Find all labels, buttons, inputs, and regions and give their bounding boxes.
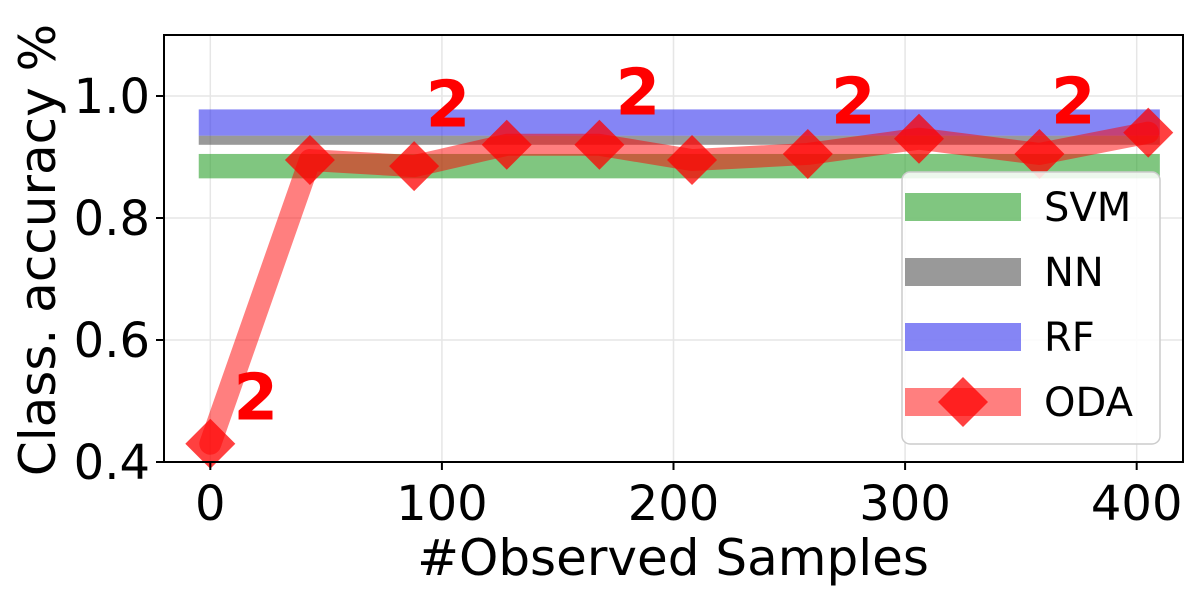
series-line-oda [199,121,1160,455]
series-point [1123,107,1174,158]
x-tick-label: 100 [396,476,488,532]
series-point [782,128,833,179]
x-tick-label: 400 [1091,476,1183,532]
series-point [574,119,625,170]
baseline-band-nn [198,135,1160,145]
annotation-label: 2 [616,56,661,130]
legend-label-svm: SVM [1044,185,1131,231]
series-point [667,135,718,186]
series-point [389,141,440,192]
legend-swatch-rf [905,323,1021,351]
series-point [185,418,236,469]
legend: SVM NN RF ODA [901,171,1161,445]
legend-label-oda: ODA [1044,380,1134,426]
y-tick-label: 0.4 [74,435,150,491]
x-tick-label: 0 [195,476,226,532]
legend-label-nn: NN [1044,250,1104,296]
annotation-label: 2 [1051,65,1096,139]
annotation-label: 2 [426,69,471,143]
legend-marker-oda [938,377,988,427]
y-tick-label: 1.0 [74,69,150,125]
oda-series [185,107,1174,469]
x-tick-label: 200 [628,476,720,532]
y-tick-label: 0.8 [74,191,150,247]
x-tick-label: 300 [859,476,951,532]
annotation-label: 2 [233,361,278,435]
series-point [893,113,944,164]
legend-swatch-nn [905,258,1021,286]
series-point [284,135,335,186]
y-axis-title: Class. accuracy % [9,24,67,476]
series-point [1014,128,1065,179]
legend-label-rf: RF [1044,315,1095,361]
legend-swatch-svm [905,193,1021,221]
annotations: 2 2 2 2 2 [233,56,1095,435]
series-point [481,119,532,170]
baseline-band-rf [198,109,1160,136]
x-axis-title: #Observed Samples [417,529,929,587]
y-tick-label: 0.6 [74,313,150,369]
legend-box [901,171,1161,445]
x-axis-ticks: 0 100 200 300 400 [195,462,1182,532]
y-axis-ticks: 0.4 0.6 0.8 1.0 [74,69,164,491]
annotation-label: 2 [831,65,876,139]
